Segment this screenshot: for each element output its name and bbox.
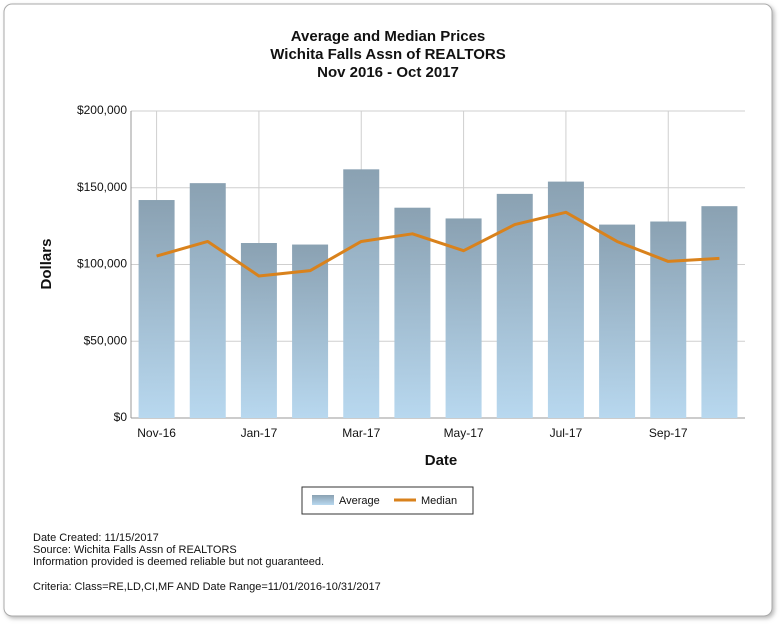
bar — [343, 169, 380, 418]
chart-period: Nov 2016 - Oct 2017 — [317, 64, 459, 81]
bar — [701, 206, 738, 418]
bar — [599, 224, 636, 418]
chart-subtitle: Wichita Falls Assn of REALTORS — [270, 46, 505, 63]
bar — [240, 243, 277, 418]
footer-line: Source: Wichita Falls Assn of REALTORS — [33, 544, 237, 556]
x-tick-label: Jan-17 — [241, 426, 278, 440]
bar — [650, 221, 687, 418]
x-tick-label: May-17 — [444, 426, 484, 440]
x-tick-label: Nov-16 — [137, 426, 176, 440]
x-tick-label: Sep-17 — [649, 426, 688, 440]
y-axis-title: Dollars — [38, 239, 55, 290]
line — [156, 210, 720, 278]
bar — [189, 183, 226, 418]
y-tick-label: $0 — [114, 410, 128, 424]
footer-line: Information provided is deemed reliable … — [33, 556, 324, 568]
bar — [547, 181, 584, 418]
y-tick-label: $150,000 — [77, 180, 127, 194]
legend-swatch — [312, 495, 334, 505]
x-tick-label: Mar-17 — [342, 426, 380, 440]
x-tick-label: Jul-17 — [550, 426, 583, 440]
bar — [292, 244, 329, 418]
legend-label: Median — [421, 495, 457, 507]
bar — [138, 200, 175, 418]
footer-criteria: Criteria: Class=RE,LD,CI,MF AND Date Ran… — [33, 581, 381, 593]
y-tick-label: $200,000 — [77, 103, 127, 117]
footer-line: Date Created: 11/15/2017 — [33, 532, 159, 544]
chart-title: Average and Median Prices — [291, 28, 486, 45]
bar — [496, 193, 533, 418]
x-axis-title: Date — [425, 452, 458, 469]
frame — [3, 3, 773, 617]
bar — [394, 207, 431, 418]
y-tick-label: $50,000 — [84, 333, 128, 347]
bar — [445, 218, 482, 418]
y-tick-label: $100,000 — [77, 257, 127, 271]
legend-label: Average — [339, 495, 380, 507]
